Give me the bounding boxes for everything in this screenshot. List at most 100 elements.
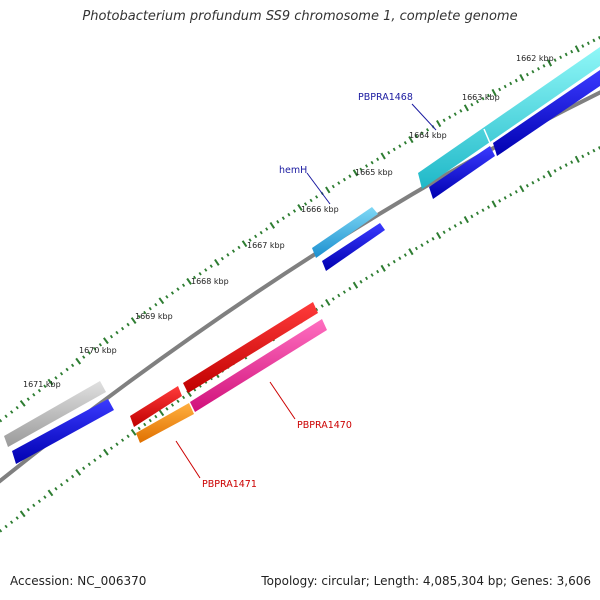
minor-tick	[98, 343, 103, 347]
gene-label-hemh[interactable]: hemH	[279, 165, 307, 176]
major-tick	[574, 45, 580, 53]
minor-tick	[54, 376, 58, 380]
gene-label-pbpra1468[interactable]: PBPRA1468	[358, 92, 413, 103]
minor-tick	[503, 84, 507, 89]
minor-tick	[54, 487, 58, 491]
gene-feature-blue[interactable]	[493, 70, 600, 156]
gene-pbpra1470[interactable]	[190, 319, 327, 412]
minor-tick	[137, 314, 141, 319]
minor-tick	[559, 55, 563, 60]
major-tick	[241, 240, 248, 248]
minor-tick	[481, 96, 485, 101]
gene-feature-blue[interactable]	[322, 223, 385, 271]
minor-tick	[287, 212, 291, 217]
minor-tick	[165, 295, 169, 299]
major-tick	[214, 258, 220, 266]
minor-tick	[32, 393, 36, 397]
minor-tick	[137, 426, 141, 431]
minor-tick	[281, 216, 285, 220]
minor-tick	[0, 528, 3, 533]
gene-hemh[interactable]	[312, 207, 378, 258]
minor-tick	[315, 195, 319, 199]
minor-tick	[154, 302, 158, 307]
minor-tick	[82, 355, 86, 359]
minor-tick	[570, 49, 574, 54]
minor-tick	[359, 280, 363, 284]
minor-tick	[37, 499, 42, 503]
gene-pbpra1468[interactable]	[418, 47, 600, 189]
gene-feature-red[interactable]	[183, 302, 318, 393]
label-leaders	[175, 103, 437, 479]
gene-feature-blue[interactable]	[429, 146, 495, 199]
minor-tick	[414, 134, 418, 139]
minor-tick	[26, 397, 30, 401]
minor-tick	[143, 310, 147, 315]
minor-tick	[514, 78, 518, 83]
gene-pbpra1471[interactable]	[136, 403, 194, 443]
minor-tick	[542, 64, 546, 68]
minor-tick	[320, 304, 324, 308]
major-tick	[352, 281, 359, 289]
minor-tick	[387, 150, 391, 155]
major-tick	[519, 185, 525, 193]
gene-label-pbpra1470[interactable]: PBPRA1470	[297, 420, 352, 431]
gene-feature-blue[interactable]	[12, 399, 114, 464]
minor-tick	[509, 193, 513, 197]
minor-tick	[193, 275, 197, 280]
major-tick	[130, 317, 137, 324]
minor-tick	[581, 44, 585, 48]
minor-tick	[564, 52, 568, 57]
minor-tick	[370, 273, 374, 277]
minor-tick	[204, 268, 208, 272]
gene-label-pbpra1471[interactable]: PBPRA1471	[202, 479, 257, 490]
minor-tick	[32, 503, 36, 508]
minor-tick	[226, 253, 230, 257]
minor-tick	[342, 290, 346, 294]
minor-tick	[420, 243, 424, 247]
minor-tick	[359, 167, 363, 172]
major-tick	[130, 428, 137, 436]
minor-tick	[331, 184, 335, 189]
major-tick	[103, 448, 109, 456]
major-tick	[491, 88, 497, 97]
major-tick	[547, 170, 553, 178]
minor-tick	[220, 256, 224, 261]
major-tick	[408, 135, 414, 144]
minor-tick	[531, 180, 535, 185]
minor-tick	[592, 38, 596, 43]
minor-tick	[176, 399, 180, 403]
tick-label: 1662 kbp	[516, 54, 554, 63]
minor-tick	[337, 293, 341, 298]
minor-tick	[376, 269, 380, 274]
major-tick	[574, 155, 580, 163]
minor-tick	[181, 395, 186, 400]
accession-text: Accession: NC_006370	[10, 574, 147, 588]
major-tick	[325, 298, 331, 306]
minor-tick	[176, 287, 180, 291]
tick-label: 1670 kbp	[79, 346, 117, 355]
minor-tick	[442, 118, 446, 123]
major-tick	[186, 277, 192, 285]
minor-tick	[392, 147, 396, 152]
minor-tick	[387, 263, 391, 267]
minor-tick	[98, 454, 102, 458]
minor-tick	[536, 177, 540, 182]
minor-tick	[120, 438, 125, 442]
minor-tick	[148, 418, 152, 423]
minor-tick	[254, 234, 258, 239]
minor-tick	[448, 115, 452, 119]
major-tick	[463, 104, 469, 112]
minor-tick	[70, 363, 75, 368]
minor-tick	[581, 154, 585, 159]
minor-tick	[487, 205, 491, 209]
major-tick	[158, 297, 165, 305]
minor-tick	[143, 422, 147, 427]
gene-feature-gray[interactable]	[4, 381, 106, 447]
major-tick	[75, 357, 82, 365]
major-tick	[408, 248, 414, 256]
minor-tick	[4, 414, 8, 419]
minor-tick	[376, 157, 380, 162]
map-title: Photobacterium profundum SS9 chromosome …	[82, 9, 518, 24]
gene-feature-red[interactable]	[130, 386, 182, 427]
tick-label: 1668 kbp	[191, 277, 229, 286]
